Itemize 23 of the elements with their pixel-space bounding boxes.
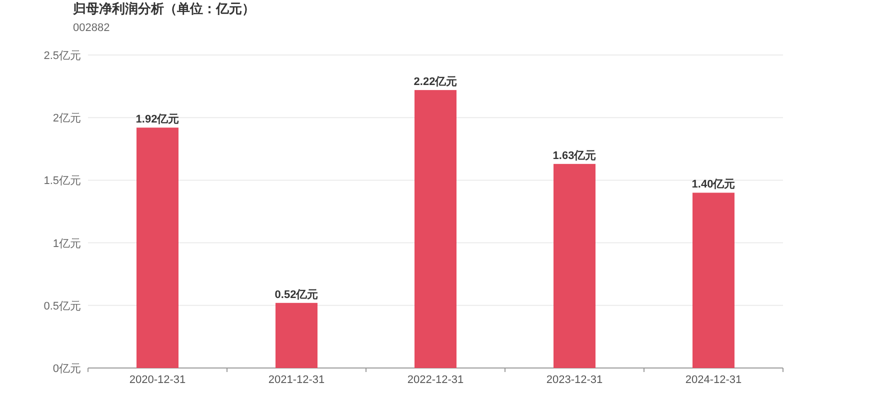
x-tick-label: 2022-12-31 [407, 374, 464, 386]
y-tick-label: 1.5亿元 [44, 175, 81, 188]
bar [136, 128, 178, 368]
bar [554, 164, 596, 368]
x-tick-label: 2020-12-31 [129, 374, 186, 386]
x-tick-label: 2024-12-31 [685, 374, 742, 386]
data-label: 2.22亿元 [414, 76, 458, 88]
y-tick-label: 0亿元 [52, 363, 81, 375]
chart-subtitle: 002882 [73, 22, 110, 34]
y-tick-label: 0.5亿元 [44, 300, 81, 312]
bar [276, 302, 318, 368]
data-label: 1.63亿元 [552, 150, 596, 162]
x-tick-label: 2021-12-31 [268, 374, 325, 386]
bar [692, 192, 734, 368]
y-tick-label: 2亿元 [52, 112, 81, 125]
y-tick-label: 1亿元 [52, 238, 81, 250]
data-label: 0.52亿元 [274, 288, 318, 301]
data-label: 1.40亿元 [692, 178, 736, 191]
data-label: 1.92亿元 [136, 114, 180, 126]
x-tick-label: 2023-12-31 [546, 374, 603, 386]
bar [414, 90, 456, 368]
chart-title: 归母净利润分析（单位：亿元） [72, 1, 255, 16]
y-tick-label: 2.5亿元 [44, 50, 81, 62]
